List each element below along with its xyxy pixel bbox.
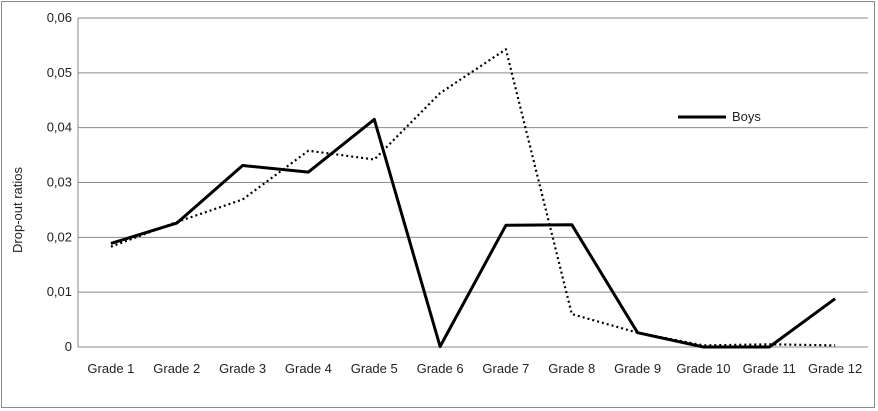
x-tick-label: Grade 7 [482,361,529,376]
y-tick-label: 0,04 [47,120,72,135]
y-axis-label: Drop-out ratios [10,167,25,253]
x-tick-labels: Grade 1 Grade 2 Grade 3 Grade 4 Grade 5 Grade… [87,361,862,376]
x-tick-label: Grade 8 [548,361,595,376]
x-tick-label: Grade 3 [219,361,266,376]
y-tick-labels: 0 0,01 0,02 0,03 0,04 0,05 0,06 [47,10,72,354]
x-tick-label: Grade 10 [676,361,730,376]
y-tick-label: 0,05 [47,65,72,80]
y-tick-label: 0,01 [47,284,72,299]
y-tick-label: 0,02 [47,229,72,244]
y-tick-label: 0,06 [47,10,72,25]
legend: Boys [678,109,761,124]
x-tick-label: Grade 6 [417,361,464,376]
series-line-dotted [110,48,836,347]
series-lines [110,48,836,349]
x-tick-label: Grade 1 [87,361,134,376]
x-tick-label: Grade 11 [743,361,796,376]
x-tick-label: Grade 2 [153,361,200,376]
y-tick-label: 0 [65,339,72,354]
series-line-boys [110,117,836,349]
x-tick-label: Grade 9 [614,361,661,376]
y-tick-label: 0,03 [47,175,72,190]
x-tick-label: Grade 12 [808,361,862,376]
x-tick-label: Grade 4 [285,361,332,376]
grid-lines [78,17,868,293]
x-tick-label: Grade 5 [351,361,398,376]
legend-label-boys: Boys [732,109,761,124]
